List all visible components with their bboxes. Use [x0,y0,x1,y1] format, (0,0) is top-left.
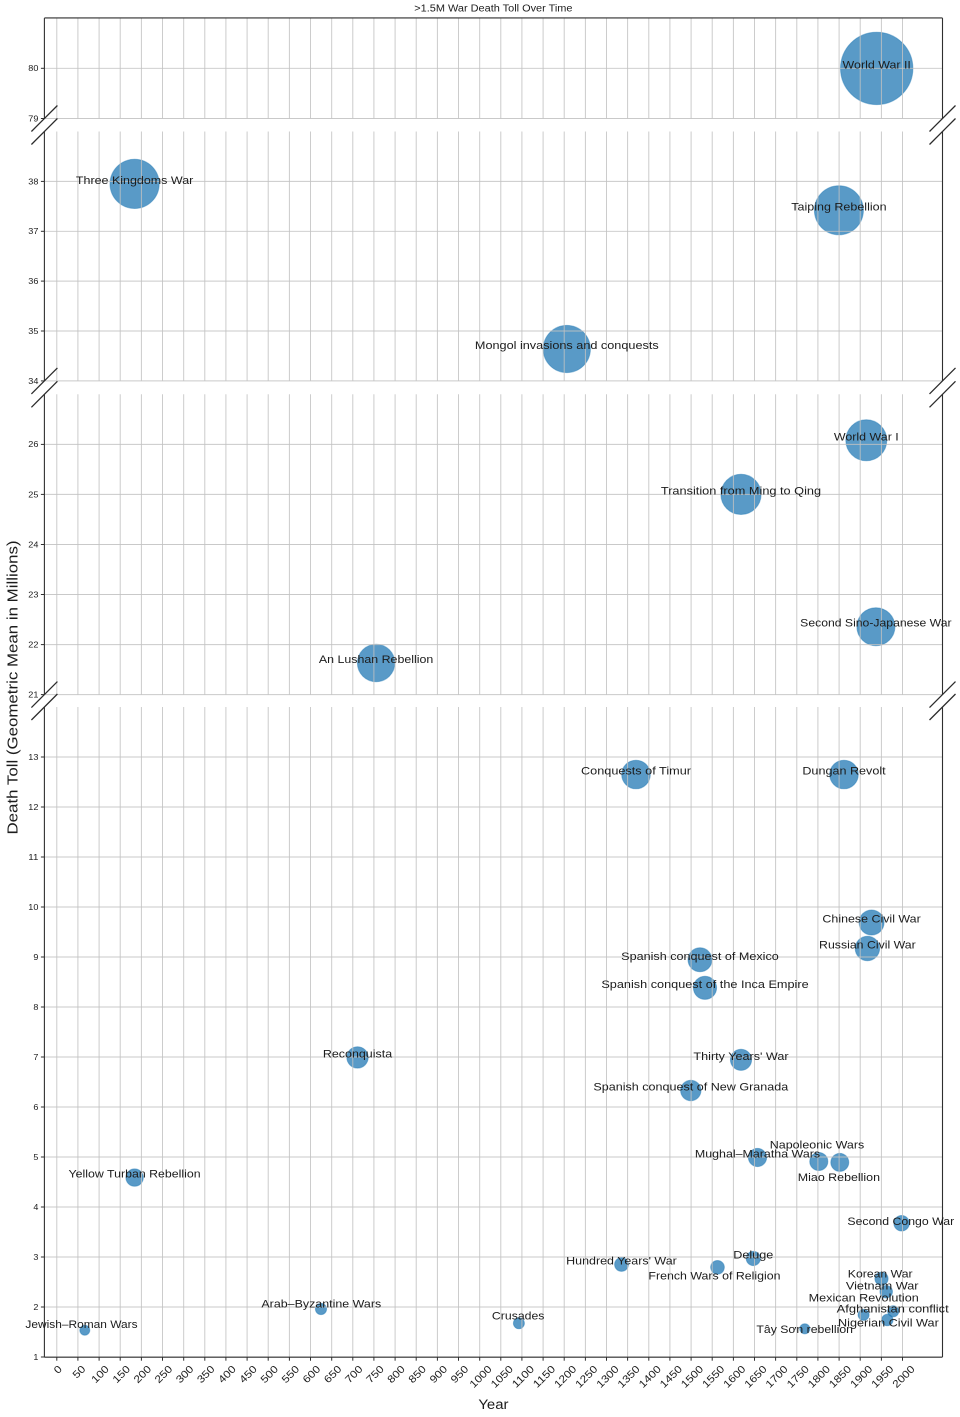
svg-text:World War I: World War I [834,431,899,443]
svg-text:French Wars of Religion: French Wars of Religion [648,1270,780,1282]
svg-text:38: 38 [28,177,39,186]
svg-text:Jewish–Roman Wars: Jewish–Roman Wars [25,1319,138,1331]
svg-text:21: 21 [28,691,38,700]
svg-text:Spanish conquest of the Inca E: Spanish conquest of the Inca Empire [601,979,808,991]
svg-text:Yellow Turban Rebellion: Yellow Turban Rebellion [69,1169,201,1181]
svg-text:Spanish conquest of New Granad: Spanish conquest of New Granada [593,1082,789,1094]
svg-text:Three Kingdoms War: Three Kingdoms War [76,175,194,187]
svg-text:Crusades: Crusades [492,1311,545,1323]
svg-text:22: 22 [28,641,38,650]
svg-text:Nigerian Civil War: Nigerian Civil War [838,1318,939,1330]
svg-text:37: 37 [28,227,38,236]
svg-text:7: 7 [33,1053,38,1062]
svg-text:Afghanistan conflict: Afghanistan conflict [837,1303,950,1315]
svg-text:Dungan Revolt: Dungan Revolt [802,766,886,778]
svg-text:Conquests of Timur: Conquests of Timur [581,766,691,778]
svg-text:An Lushan Rebellion: An Lushan Rebellion [319,654,433,666]
svg-text:25: 25 [28,490,39,499]
svg-text:12: 12 [28,803,38,812]
svg-text:Mexican Revolution: Mexican Revolution [809,1293,919,1305]
svg-text:Chinese Civil War: Chinese Civil War [822,914,921,926]
svg-text:Russian Civil War: Russian Civil War [819,940,916,952]
svg-text:35: 35 [28,327,39,336]
svg-text:Reconquista: Reconquista [323,1048,393,1060]
svg-text:13: 13 [28,753,39,762]
svg-text:1: 1 [33,1353,38,1362]
svg-text:6: 6 [33,1103,39,1112]
svg-text:26: 26 [28,440,39,449]
svg-text:5: 5 [33,1153,39,1162]
svg-text:Second Sino-Japanese War: Second Sino-Japanese War [800,618,952,630]
svg-text:23: 23 [28,590,39,599]
svg-text:Korean War: Korean War [848,1268,913,1280]
svg-text:Miao Rebellion: Miao Rebellion [798,1172,880,1184]
svg-text:80: 80 [28,64,39,73]
svg-text:Death Toll (Geometric Mean in: Death Toll (Geometric Mean in Millions) [5,540,22,834]
svg-text:>1.5M War Death Toll Over Time: >1.5M War Death Toll Over Time [414,4,572,15]
svg-text:Spanish conquest of Mexico: Spanish conquest of Mexico [621,951,779,963]
svg-text:Arab–Byzantine Wars: Arab–Byzantine Wars [261,1298,381,1310]
svg-text:Taiping Rebellion: Taiping Rebellion [791,201,886,213]
svg-text:Mongol invasions and conquests: Mongol invasions and conquests [475,340,659,352]
svg-text:4: 4 [33,1203,39,1212]
svg-text:Mughal–Maratha Wars: Mughal–Maratha Wars [695,1149,821,1161]
svg-text:Tây Sơn rebellion: Tây Sơn rebellion [756,1324,853,1336]
svg-text:3: 3 [33,1253,39,1262]
svg-text:Thirty Years' War: Thirty Years' War [693,1051,788,1063]
svg-text:9: 9 [33,953,39,962]
svg-text:Vietnam War: Vietnam War [846,1281,919,1293]
svg-text:World War II: World War II [843,59,911,71]
svg-text:11: 11 [28,853,38,862]
svg-text:8: 8 [33,1003,39,1012]
svg-text:Deluge: Deluge [733,1250,773,1262]
svg-text:2: 2 [33,1303,38,1312]
svg-text:10: 10 [28,903,39,912]
svg-text:36: 36 [28,277,39,286]
svg-text:79: 79 [28,114,39,123]
svg-text:34: 34 [28,377,39,386]
svg-text:Transition from Ming to Qing: Transition from Ming to Qing [661,485,821,497]
svg-text:Year: Year [478,1397,508,1413]
svg-text:Hundred Years' War: Hundred Years' War [566,1256,677,1268]
svg-text:Second Congo War: Second Congo War [847,1216,954,1228]
svg-text:Napoleonic Wars: Napoleonic Wars [770,1140,865,1152]
svg-text:24: 24 [28,540,39,549]
